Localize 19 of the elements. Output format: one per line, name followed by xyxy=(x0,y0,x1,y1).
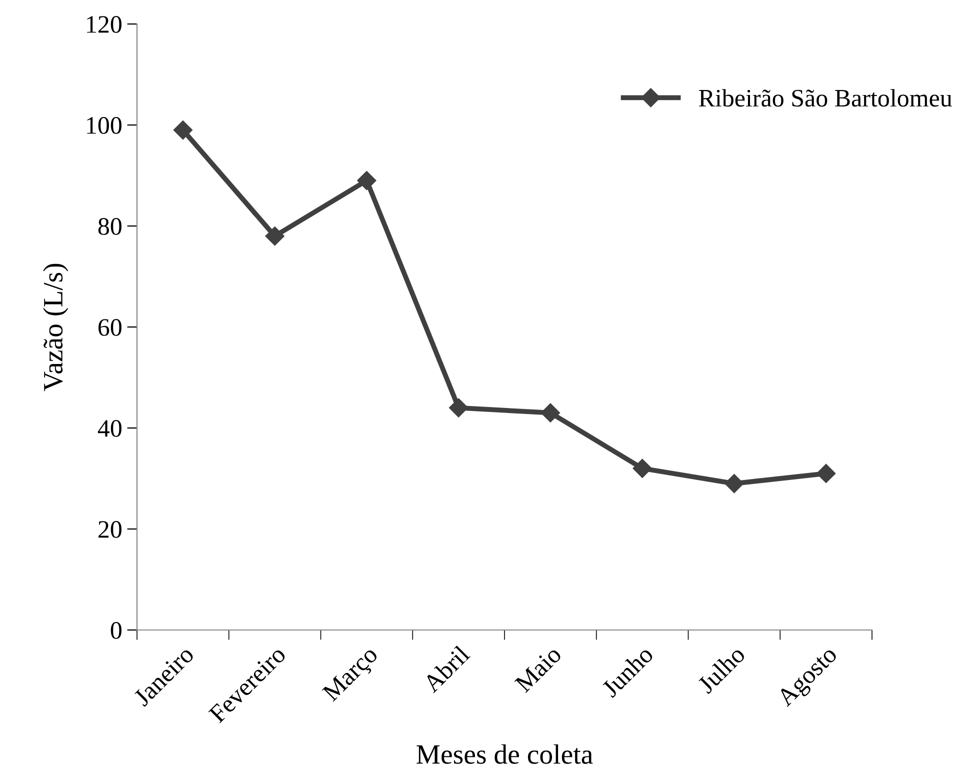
legend-label: Ribeirão São Bartolomeu xyxy=(699,89,952,107)
point xyxy=(816,464,836,483)
y-axis-title: Vazão (L/s) xyxy=(43,264,68,392)
y-tick-label: 20 xyxy=(98,521,122,538)
point xyxy=(724,474,744,494)
y-tick-label: 80 xyxy=(98,218,122,235)
y-tick-label: 100 xyxy=(87,117,122,134)
point xyxy=(265,226,284,246)
y-tick-label: 40 xyxy=(98,420,122,437)
y-tick-label: 120 xyxy=(87,16,122,33)
x-tick-label: Maio xyxy=(514,645,562,694)
point xyxy=(632,458,652,478)
point xyxy=(540,403,560,422)
point xyxy=(449,398,468,418)
point xyxy=(173,120,192,140)
y-tick-label: 60 xyxy=(98,319,122,336)
y-tick-label: 0 xyxy=(110,622,122,639)
point xyxy=(357,171,376,190)
x-axis-title: Meses de coleta xyxy=(416,744,593,764)
